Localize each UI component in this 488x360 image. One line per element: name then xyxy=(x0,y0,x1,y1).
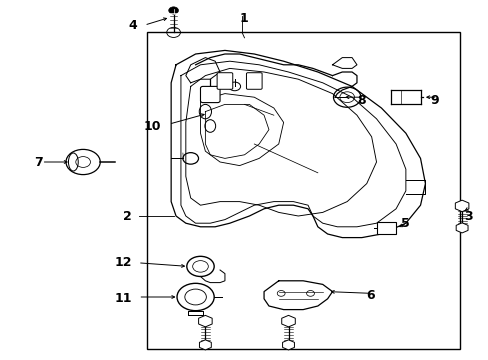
Bar xyxy=(146,32,459,349)
Text: 1: 1 xyxy=(239,12,248,24)
Text: 10: 10 xyxy=(143,120,161,132)
FancyBboxPatch shape xyxy=(200,86,220,103)
FancyBboxPatch shape xyxy=(376,222,395,234)
Text: 5: 5 xyxy=(400,217,409,230)
Text: 11: 11 xyxy=(114,292,132,305)
Text: 7: 7 xyxy=(34,156,43,168)
Text: 4: 4 xyxy=(128,19,137,32)
Text: 9: 9 xyxy=(429,94,438,107)
FancyBboxPatch shape xyxy=(217,73,232,89)
Text: 3: 3 xyxy=(464,210,472,222)
Text: 2: 2 xyxy=(123,210,132,222)
FancyBboxPatch shape xyxy=(246,73,262,89)
Circle shape xyxy=(168,7,178,14)
Text: 6: 6 xyxy=(366,289,375,302)
Text: 12: 12 xyxy=(114,256,132,269)
Text: 8: 8 xyxy=(356,94,365,107)
